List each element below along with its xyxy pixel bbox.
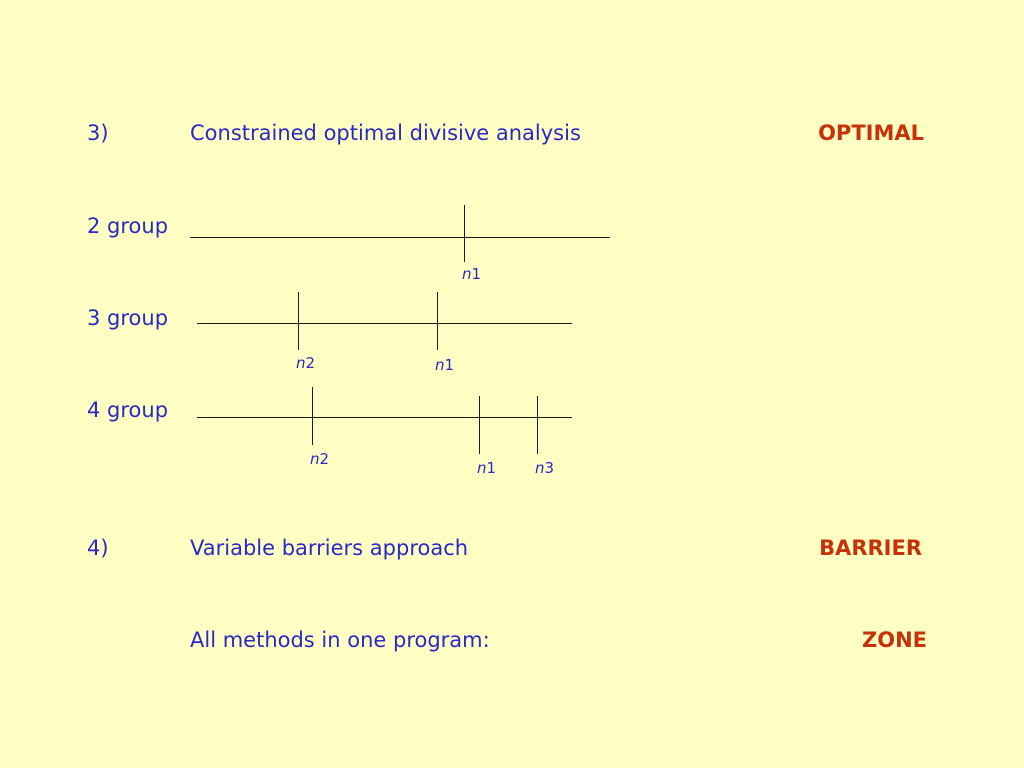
group-3-axis-line: [197, 323, 572, 324]
item-3-keyword: OPTIMAL: [818, 121, 924, 145]
group-2-axis-line: [190, 237, 610, 238]
item-4-title: Variable barriers approach: [190, 536, 469, 560]
summary-text: All methods in one program:: [190, 628, 490, 652]
group-2-tick-label-n1: n1: [462, 265, 482, 283]
summary-keyword: ZONE: [862, 628, 927, 652]
group-4-axis-line: [197, 417, 572, 418]
group-4-tick-label-n3: n3: [535, 459, 555, 477]
group-4-tick-n3: [537, 396, 538, 454]
group-2-label: 2 group: [87, 214, 169, 238]
group-3-label: 3 group: [87, 306, 169, 330]
group-3-tick-n2: [298, 292, 299, 350]
item-3-title: Constrained optimal divisive analysis: [190, 121, 581, 145]
group-2-tick-n1: [464, 205, 465, 262]
group-4-tick-label-n2: n2: [310, 450, 330, 468]
group-3-tick-n1: [437, 292, 438, 350]
item-4-keyword: BARRIER: [819, 536, 922, 560]
group-4-tick-label-n1: n1: [477, 459, 497, 477]
item-3-number: 3): [87, 121, 109, 145]
group-3-tick-label-n1: n1: [435, 356, 455, 374]
item-4-number: 4): [87, 536, 109, 560]
group-3-tick-label-n2: n2: [296, 354, 316, 372]
group-4-tick-n1: [479, 396, 480, 454]
group-4-label: 4 group: [87, 398, 169, 422]
group-4-tick-n2: [312, 387, 313, 445]
